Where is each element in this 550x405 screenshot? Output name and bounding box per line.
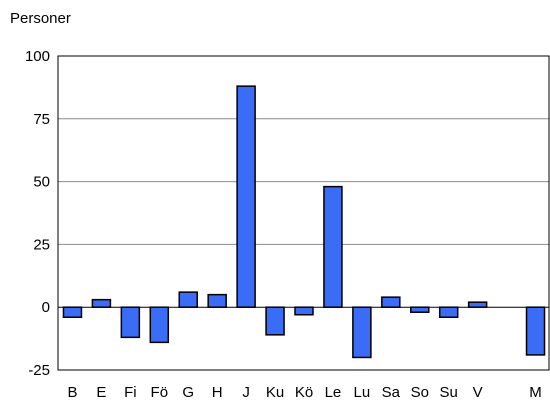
- bar-B: [62, 306, 83, 318]
- y-tick-label: -25: [28, 362, 50, 379]
- bar-G: [178, 291, 198, 308]
- y-tick-labels: -25 0 25 50 75 100: [25, 48, 50, 379]
- bar-Kö: [294, 306, 314, 316]
- x-tick-label: B: [67, 384, 77, 401]
- x-tick-label: Fö: [151, 384, 169, 401]
- bar-E: [91, 298, 112, 308]
- bar-Fö: [149, 306, 170, 344]
- bar-Lu: [352, 306, 372, 359]
- y-tick-label: 100: [25, 48, 50, 65]
- bar-V: [467, 301, 488, 308]
- x-tick-label: Sa: [382, 384, 401, 401]
- bar-Ku: [265, 306, 285, 336]
- bar-J: [236, 85, 256, 308]
- y-tick-label: 50: [33, 174, 50, 191]
- y-tick-label: 0: [42, 299, 50, 316]
- bar-So: [410, 306, 430, 313]
- y-tick-label: 75: [33, 111, 50, 128]
- bar-H: [207, 293, 227, 308]
- bar-Sa: [381, 296, 401, 308]
- x-tick-label: Fi: [124, 384, 137, 401]
- x-tick-label: E: [96, 384, 106, 401]
- x-tick-label: Su: [440, 384, 458, 401]
- y-tick-label: 25: [33, 236, 50, 253]
- gridlines: [58, 118, 549, 308]
- x-tick-label: J: [242, 384, 250, 401]
- x-tick-label: M: [529, 384, 542, 401]
- x-tick-label: Lu: [354, 384, 371, 401]
- x-tick-label: V: [473, 384, 483, 401]
- x-tick-label: G: [182, 384, 194, 401]
- bar-Fi: [120, 306, 141, 339]
- y-axis-label: Personer: [10, 10, 71, 27]
- x-tick-label: H: [212, 384, 223, 401]
- x-tick-labels: B E Fi Fö G H J Ku Kö Le Lu Sa So Su V M: [67, 384, 541, 401]
- bar-Su: [438, 306, 459, 318]
- x-tick-label: Kö: [295, 384, 313, 401]
- bar-M: [525, 306, 546, 356]
- plot-frame: [57, 55, 550, 371]
- bars: [62, 85, 546, 359]
- x-tick-label: Ku: [266, 384, 284, 401]
- x-tick-label: Le: [325, 384, 342, 401]
- x-tick-label: So: [411, 384, 429, 401]
- bar-Le: [323, 185, 343, 308]
